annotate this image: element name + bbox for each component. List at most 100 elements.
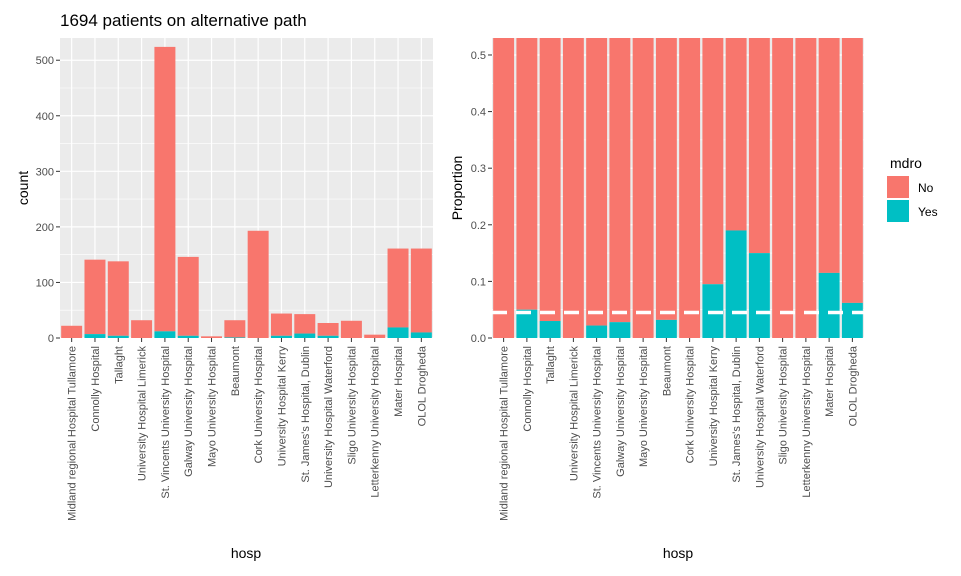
bar-no-olol-drogheda [841,38,863,303]
x-tick-label: Cork University Hospital [685,346,697,463]
bar-yes-mater-hospital [387,327,409,338]
x-tick-label: Connolly Hospital [522,346,534,432]
bar-yes-st-james-s-hospital-dublin [725,230,747,338]
legend-swatch-yes [887,200,909,222]
count-x-axis: Midland regional Hospital Tullamore Conno… [67,338,428,521]
x-tick-label: Letterkenny University Hospital [801,346,813,498]
bar-yes-university-hospital-waterford [748,253,770,338]
y-tick-label: 0.1 [471,276,486,288]
x-tick-label: Tallaght [545,346,557,384]
x-tick-label: Sligo University Hospital [778,346,790,465]
bar-no-tallaght [107,261,129,336]
bar-yes-connolly-hospital [84,334,106,338]
proportion-y-axis-title: Proportion [449,156,465,221]
x-tick-label: University Hospital Limerick [568,346,580,482]
y-tick-label: 0.2 [471,220,486,232]
bar-no-olol-drogheda [410,248,432,333]
bar-yes-st-vincents-university-hospital [586,325,608,338]
x-tick-label: University Hospital Waterford [323,346,335,488]
y-tick-label: 0 [48,333,54,345]
y-tick-label: 400 [36,111,54,123]
x-tick-label: Midland regional Hospital Tullamore [67,346,79,521]
x-tick-label: University Hospital Waterford [754,346,766,488]
bar-yes-galway-university-hospital [177,335,199,338]
bar-yes-st-james-s-hospital-dublin [294,333,316,338]
bar-no-st-vincents-university-hospital [586,38,608,326]
count-y-axis: 0 100 200 300 400 500 [36,55,60,345]
bar-no-connolly-hospital [516,38,538,310]
bar-no-letterkenny-university-hospital [364,334,386,338]
x-tick-label: OLOL Drogheda [847,345,859,426]
x-tick-label: Mayo University Hospital [207,346,219,467]
y-tick-label: 0.3 [471,163,486,175]
y-tick-label: 0.4 [471,107,486,119]
bar-yes-tallaght [107,335,129,338]
bar-no-mater-hospital [818,38,840,273]
bar-no-st-james-s-hospital-dublin [725,38,747,231]
bar-no-tallaght [539,38,561,322]
y-tick-label: 500 [36,55,54,67]
x-tick-label: Mayo University Hospital [638,346,650,467]
bar-yes-mater-hospital [818,272,840,338]
count-y-axis-title: count [15,171,31,205]
bar-no-sligo-university-hospital [772,38,794,338]
x-tick-label: Beaumont [230,346,242,396]
bar-no-university-hospital-kerry [702,38,724,285]
x-tick-label: OLOL Drogheda [416,345,428,426]
x-tick-label: University Hospital Limerick [137,346,149,482]
bar-no-university-hospital-waterford [748,38,770,254]
legend-title: mdro [890,155,922,171]
bar-no-midland-regional-hospital-tullamore [493,38,515,338]
legend-label-no: No [918,181,934,195]
bar-no-connolly-hospital [84,259,106,335]
bar-yes-connolly-hospital [516,309,538,338]
bar-no-cork-university-hospital [247,230,269,338]
bar-no-beaumont [224,320,246,338]
bar-no-cork-university-hospital [679,38,701,338]
x-tick-label: University Hospital Kerry [708,346,720,467]
bar-no-st-vincents-university-hospital [154,46,176,332]
bar-yes-olol-drogheda [841,302,863,338]
proportion-chart: 0.0 0.1 0.2 0.3 0.4 0.5 Midland regional Hosp… [449,38,864,561]
count-x-axis-title: hosp [231,545,262,561]
bar-yes-university-hospital-kerry [270,335,292,338]
legend-swatch-no [887,176,909,198]
bar-no-university-hospital-limerick [562,38,584,338]
bar-no-galway-university-hospital [609,38,631,323]
bar-no-mater-hospital [387,248,409,328]
x-tick-label: Beaumont [661,346,673,396]
bar-yes-olol-drogheda [410,332,432,338]
y-tick-label: 0.0 [471,333,486,345]
bar-yes-university-hospital-waterford [317,335,339,338]
bar-no-letterkenny-university-hospital [795,38,817,338]
bar-no-galway-university-hospital [177,256,199,336]
x-tick-label: St. Vincents University Hospital [592,346,604,499]
y-tick-label: 300 [36,166,54,178]
bar-no-mayo-university-hospital [201,336,223,338]
x-tick-label: Connolly Hospital [90,346,102,432]
x-tick-label: Mater Hospital [824,346,836,417]
bar-no-mayo-university-hospital [632,38,654,338]
x-tick-label: Midland regional Hospital Tullamore [499,346,511,521]
x-tick-label: St. James's Hospital, Dublin [731,346,743,483]
bar-yes-beaumont [655,319,677,338]
bar-no-beaumont [655,38,677,320]
x-tick-label: Galway University Hospital [615,346,627,477]
x-tick-label: St. James's Hospital, Dublin [300,346,312,483]
x-tick-label: Cork University Hospital [253,346,265,463]
bar-yes-st-vincents-university-hospital [154,331,176,338]
proportion-y-axis: 0.0 0.1 0.2 0.3 0.4 0.5 [471,50,492,345]
count-chart: 0 100 200 300 400 500 Midland regional Hospit… [15,38,433,561]
x-tick-label: Tallaght [113,346,125,384]
x-tick-label: Letterkenny University Hospital [370,346,382,498]
y-tick-label: 100 [36,277,54,289]
bar-yes-tallaght [539,321,561,338]
proportion-bars [493,38,863,338]
bar-no-university-hospital-kerry [270,313,292,336]
y-tick-label: 0.5 [471,50,486,62]
bar-yes-galway-university-hospital [609,322,631,338]
bar-no-university-hospital-waterford [317,323,339,336]
proportion-x-axis-title: hosp [663,545,694,561]
legend: mdro No Yes [887,155,938,222]
